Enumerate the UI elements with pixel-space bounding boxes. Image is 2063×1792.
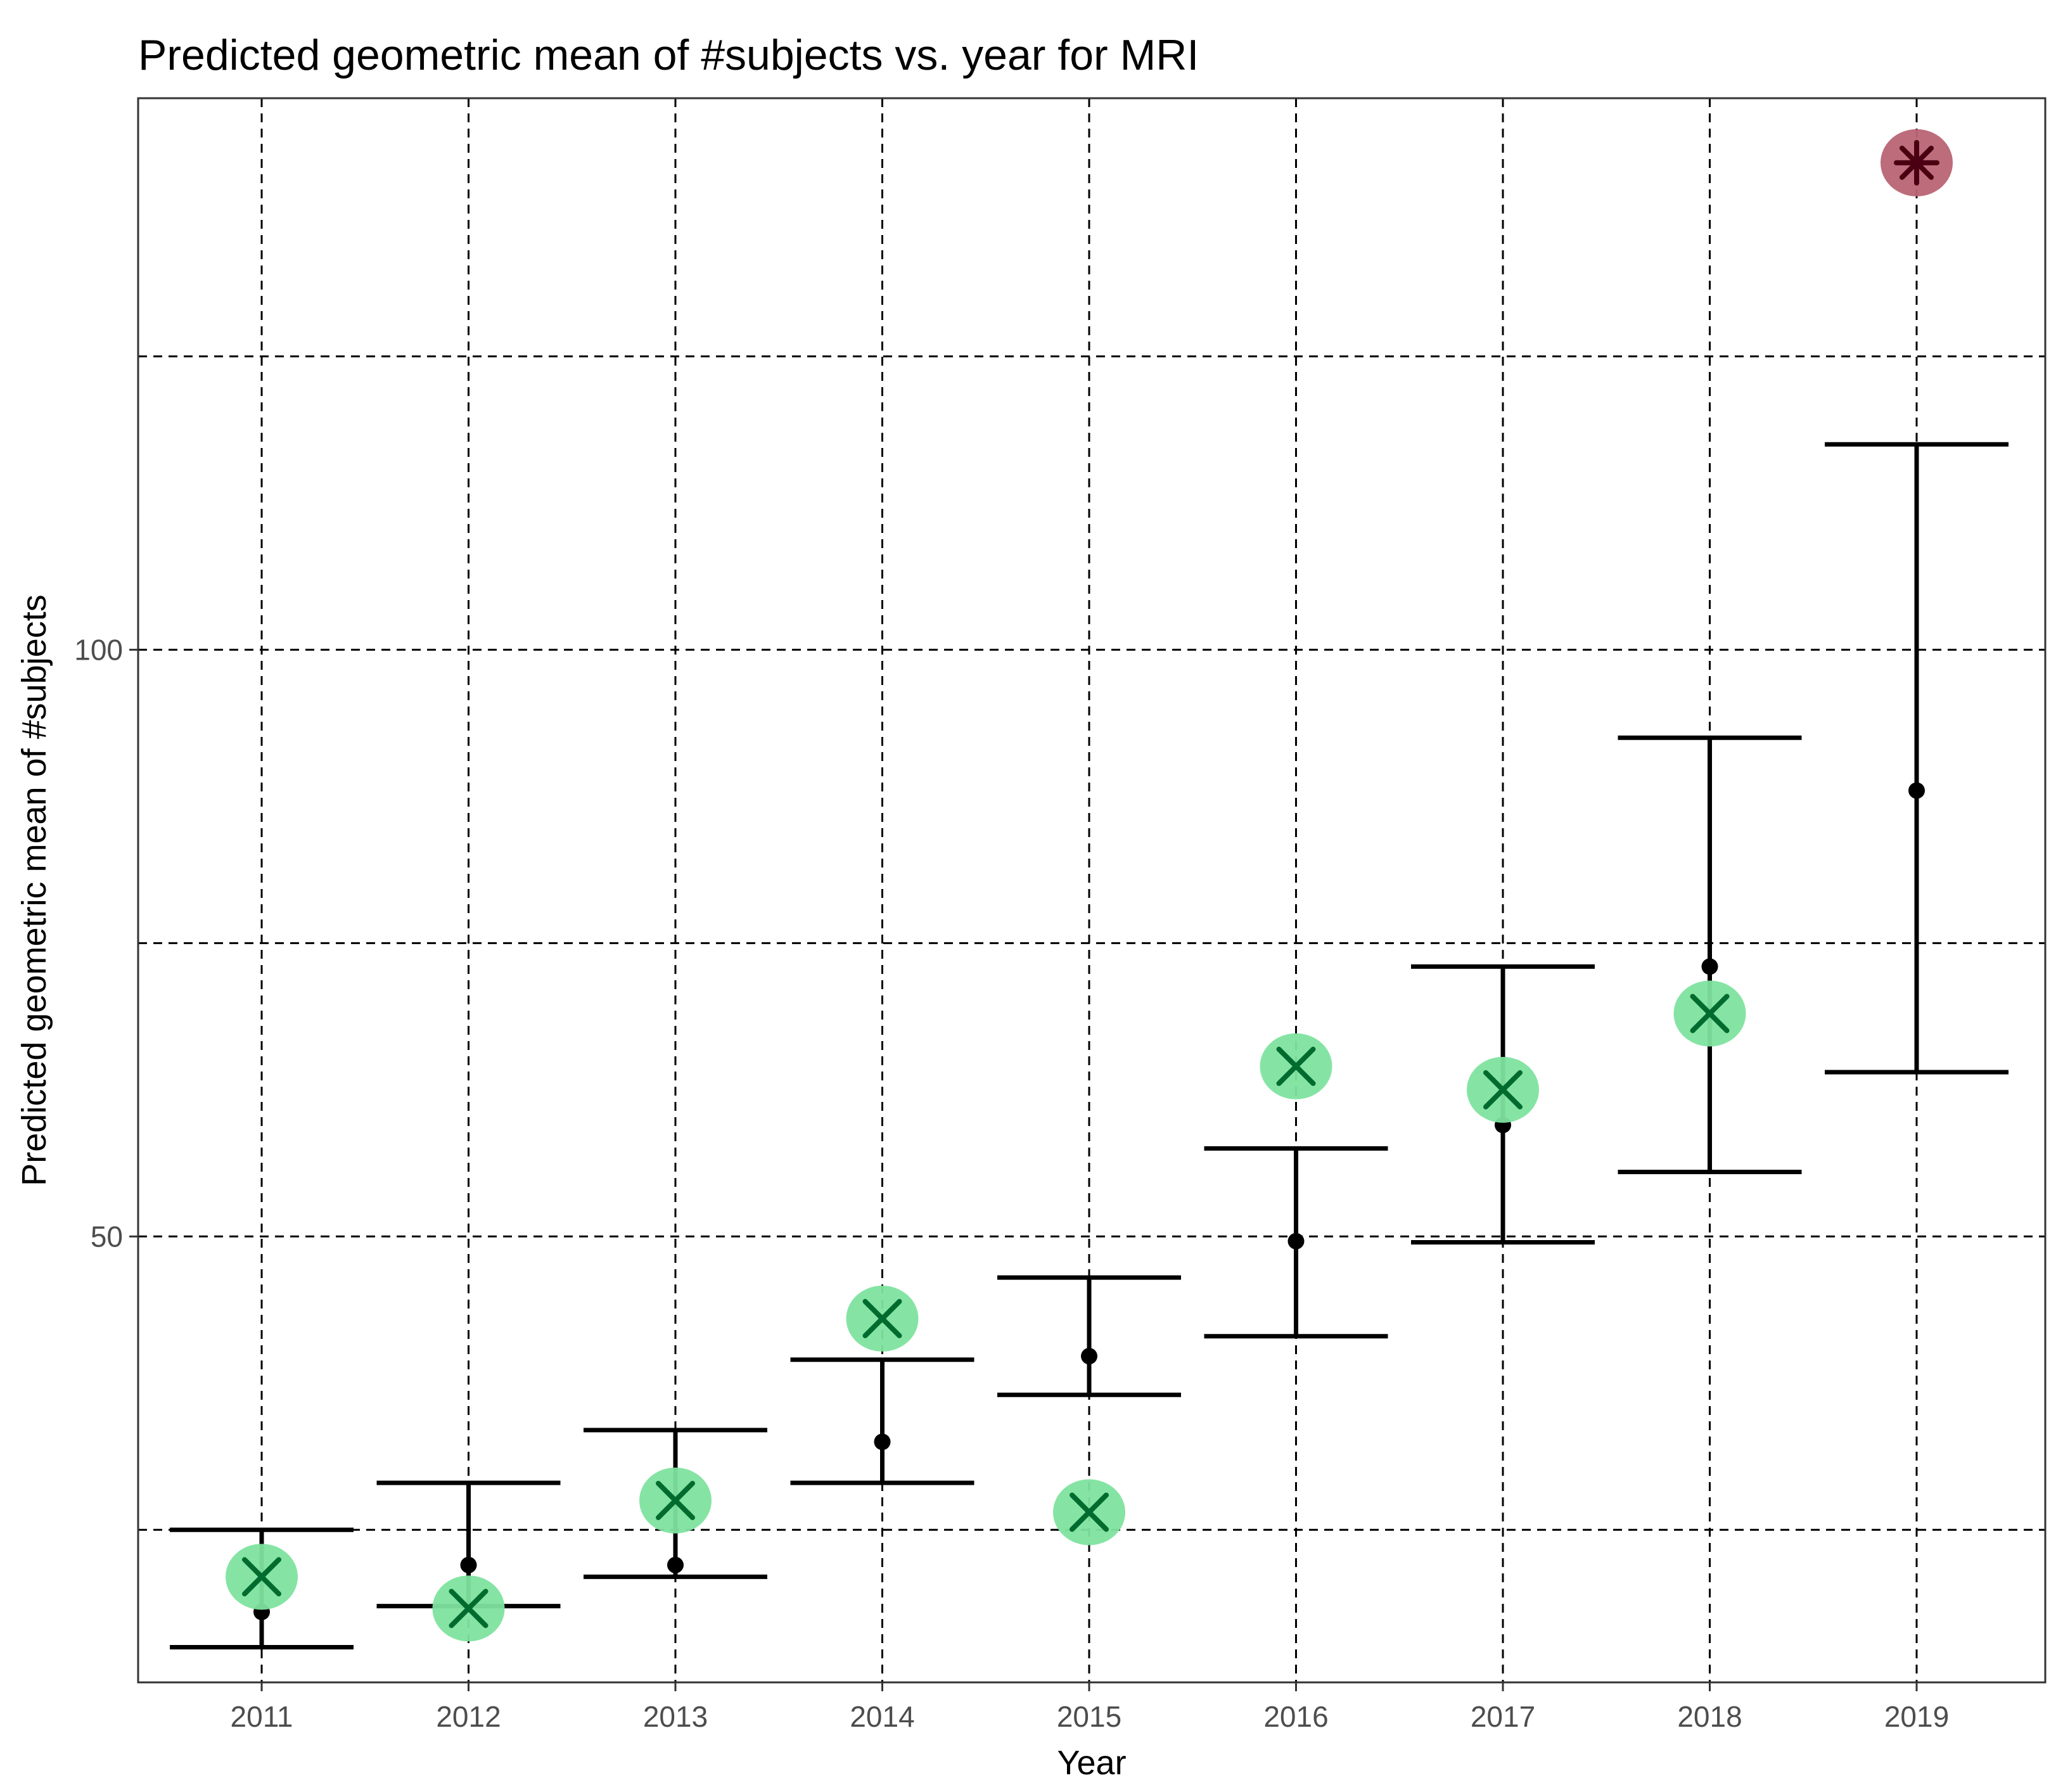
observed-x-stroke-b-2011: [242, 1557, 281, 1597]
observed-marker-2014: [846, 1285, 919, 1352]
observed-marker-2012: [432, 1575, 505, 1642]
chart-title: Predicted geometric mean of #subjects vs…: [138, 31, 1199, 79]
observed-x-stroke-b-2015: [1070, 1492, 1109, 1532]
predicted-point-2016: [1287, 1232, 1305, 1250]
observed-marker-2017: [1467, 1056, 1539, 1123]
observed-marker-2015: [1053, 1479, 1125, 1546]
error-bars: [170, 442, 2009, 1649]
x-tick-label-2012: 2012: [436, 1700, 501, 1733]
data-points: [226, 129, 1953, 1642]
x-axis-title: Year: [1057, 1744, 1126, 1782]
y-tick-label-100: 100: [74, 633, 123, 666]
outlier-marker-2019: [1881, 129, 1953, 196]
observed-x-stroke-b-2016: [1276, 1046, 1316, 1086]
predicted-point-2014: [874, 1433, 891, 1450]
gridlines: [138, 98, 2045, 1682]
x-tick-label-2018: 2018: [1677, 1700, 1742, 1733]
x-tick-label-2014: 2014: [850, 1700, 914, 1733]
observed-x-stroke-b-2012: [449, 1589, 489, 1629]
x-tick-label-2013: 2013: [643, 1700, 708, 1733]
observed-marker-2016: [1260, 1033, 1332, 1099]
outlier-stroke-d2-2019: [1900, 145, 1934, 180]
observed-marker-2013: [639, 1467, 712, 1533]
observed-marker-2011: [226, 1544, 298, 1610]
predicted-point-2012: [460, 1556, 477, 1573]
x-tick-label-2015: 2015: [1057, 1700, 1121, 1733]
axes: 2011 2012 2013 2014 2015 2016 2017 2018 2019 50 10…: [74, 633, 1949, 1733]
predicted-point-2015: [1081, 1348, 1097, 1365]
x-tick-label-2019: 2019: [1884, 1700, 1949, 1733]
observed-x-stroke-b-2013: [656, 1480, 695, 1520]
plot-panel-border: [137, 97, 2047, 1684]
y-axis-title: Predicted geometric mean of #subjects: [15, 594, 53, 1186]
x-tick-label-2011: 2011: [231, 1700, 293, 1733]
observed-x-stroke-b-2014: [862, 1298, 902, 1338]
predicted-point-2019: [1908, 782, 1925, 799]
predicted-point-2013: [667, 1556, 684, 1573]
x-tick-label-2016: 2016: [1263, 1700, 1328, 1733]
observed-x-stroke-b-2017: [1483, 1070, 1523, 1110]
y-tick-label-50: 50: [91, 1220, 123, 1253]
observed-x-stroke-b-2018: [1690, 994, 1730, 1034]
x-tick-label-2017: 2017: [1471, 1700, 1535, 1733]
predicted-point-2018: [1701, 958, 1718, 975]
observed-marker-2018: [1673, 980, 1746, 1047]
